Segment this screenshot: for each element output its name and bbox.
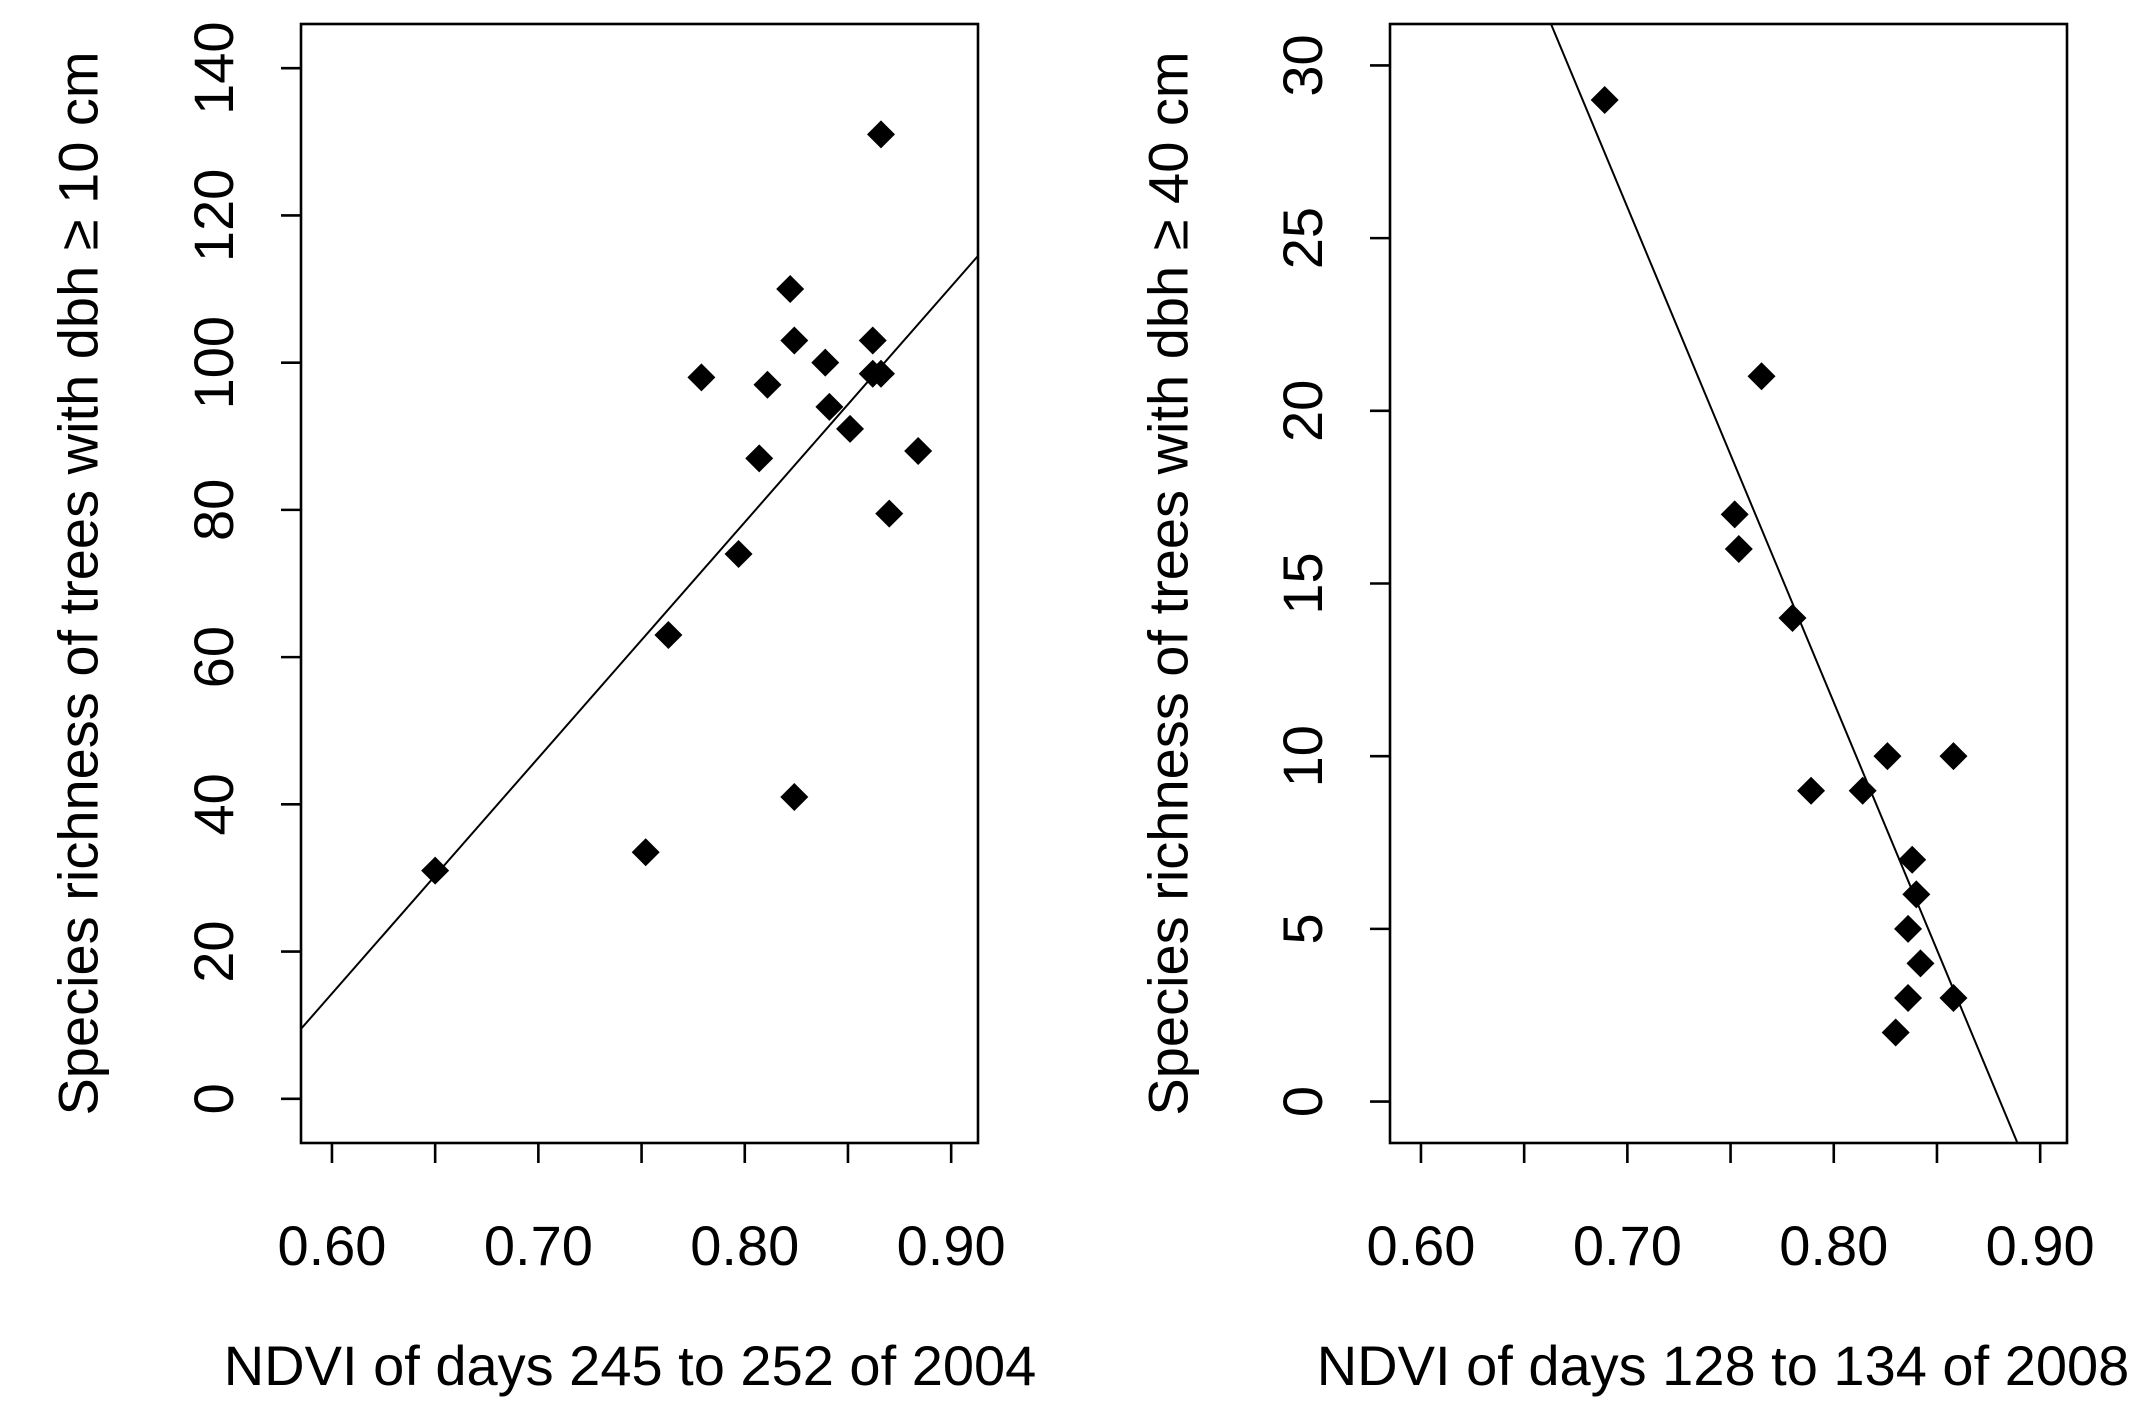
chart-0-data-point xyxy=(866,359,895,388)
chart-1-data-point xyxy=(1939,742,1968,771)
chart-1-data-point xyxy=(1939,983,1968,1012)
chart-1-y-tick-label: 0 xyxy=(1271,1086,1334,1117)
chart-1-plot-frame xyxy=(1388,22,2069,1145)
chart-0-data-point xyxy=(904,436,933,465)
chart-0-y-tick-label: 60 xyxy=(182,626,245,688)
chart-0-x-tick-label: 0.80 xyxy=(690,1214,799,1277)
chart-0-data-point xyxy=(780,326,809,355)
chart-0-data-point xyxy=(858,326,887,355)
chart-1-data-point xyxy=(1881,1018,1910,1047)
chart-1-y-tick-label: 25 xyxy=(1271,207,1334,269)
chart-0-y-tick-label: 20 xyxy=(182,920,245,982)
chart-1-data-point xyxy=(1797,776,1826,805)
chart-0-data-point xyxy=(776,275,805,304)
chart-0-data-point xyxy=(875,499,904,528)
chart-1-y-tick-label: 15 xyxy=(1271,552,1334,614)
chart-1-x-tick-label: 0.60 xyxy=(1366,1214,1475,1277)
chart-1-data-point xyxy=(1590,85,1619,114)
chart-0-y-tick-label: 40 xyxy=(182,773,245,835)
chart-1-data-point xyxy=(1902,880,1931,909)
chart-0-data-point xyxy=(687,363,716,392)
chart-1-x-axis-title: NDVI of days 128 to 134 of 2008 xyxy=(1317,1334,2130,1397)
chart-1-data-point xyxy=(1724,534,1753,563)
chart-0-x-tick-label: 0.90 xyxy=(897,1214,1006,1277)
chart-0-y-tick-label: 80 xyxy=(182,479,245,541)
chart-0-regression-line xyxy=(301,255,978,1030)
chart-1-y-tick-label: 30 xyxy=(1271,34,1334,96)
chart-1-y-tick-label: 5 xyxy=(1271,913,1334,944)
chart-0-data-point xyxy=(724,540,753,569)
right-scatter-panel: 0.60 0.70 0.80 0.90 0 5 10 15 20 25 30 NDVI of days… xyxy=(1137,22,2130,1397)
chart-0-data-point xyxy=(780,782,809,811)
left-scatter-panel: 0.60 0.70 0.80 0.90 0 20 40 60 80 100 120 140 NDVI o… xyxy=(47,21,1037,1397)
chart-1-x-tick-label: 0.80 xyxy=(1779,1214,1888,1277)
chart-1-data-point xyxy=(1894,983,1923,1012)
chart-1-regression-line xyxy=(1550,24,2019,1143)
chart-1-x-tick-label: 0.70 xyxy=(1573,1214,1682,1277)
chart-0-x-tick-label: 0.70 xyxy=(484,1214,593,1277)
chart-1-data-point xyxy=(1778,604,1807,633)
chart-1-data-point xyxy=(1747,362,1776,391)
chart-0-y-tick-label: 120 xyxy=(182,169,245,262)
chart-0-y-tick-label: 100 xyxy=(182,316,245,409)
chart-0-data-point xyxy=(866,120,895,149)
chart-1-data-point xyxy=(1848,776,1877,805)
chart-0-data-point xyxy=(421,856,450,885)
chart-0-y-axis-title: Species richness of trees with dbh ≥ 10 … xyxy=(47,51,110,1115)
chart-0-data-point xyxy=(654,621,683,650)
chart-0-plot-frame xyxy=(299,22,980,1145)
chart-1-data-point xyxy=(1906,949,1935,978)
chart-0-data-point xyxy=(815,392,844,421)
chart-0-x-axis-title: NDVI of days 245 to 252 of 2004 xyxy=(224,1334,1037,1397)
chart-1-data-point xyxy=(1898,845,1927,874)
chart-1-y-tick-label: 10 xyxy=(1271,725,1334,787)
chart-1-data-point xyxy=(1873,742,1902,771)
chart-0-data-point xyxy=(745,444,774,473)
chart-0-data-point xyxy=(811,348,840,377)
chart-0-y-tick-label: 0 xyxy=(182,1083,245,1114)
chart-1-y-tick-label: 20 xyxy=(1271,380,1334,442)
chart-0-data-point xyxy=(631,838,660,867)
chart-1-x-tick-label: 0.90 xyxy=(1986,1214,2095,1277)
chart-0-y-tick-label: 140 xyxy=(182,21,245,114)
chart-0-data-point xyxy=(753,370,782,399)
chart-0-data-point xyxy=(836,414,865,443)
chart-1-data-point xyxy=(1720,500,1749,529)
chart-1-y-axis-title: Species richness of trees with dbh ≥ 40 … xyxy=(1137,51,1200,1115)
chart-0-x-tick-label: 0.60 xyxy=(277,1214,386,1277)
chart-1-data-point xyxy=(1894,914,1923,943)
